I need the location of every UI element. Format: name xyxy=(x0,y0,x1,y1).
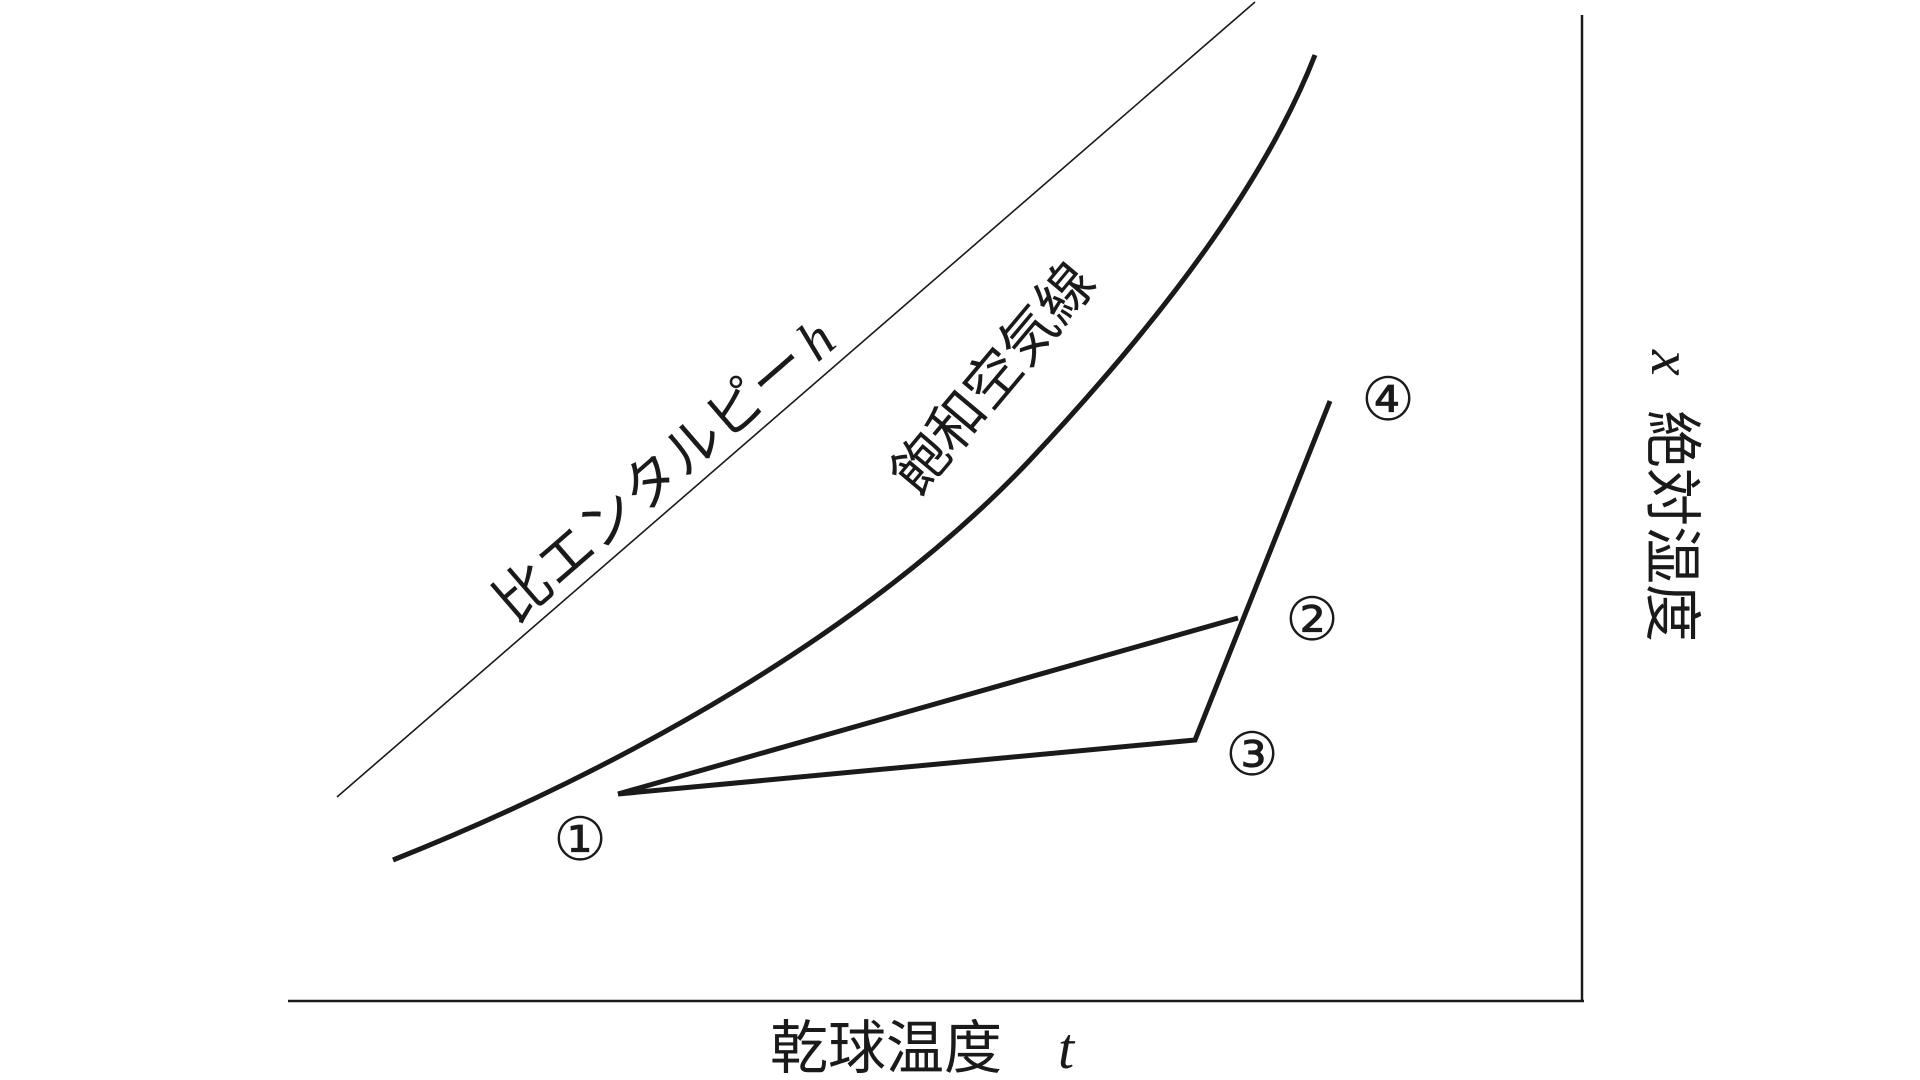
x-axis-label: 乾球温度 xyxy=(770,1014,1002,1080)
y-axis-label-group: x 絶対湿度 xyxy=(1638,349,1706,642)
y-axis-label: 絶対湿度 xyxy=(1638,410,1706,642)
enthalpy-label: 比エンタルピー xyxy=(482,330,821,636)
point-label-2: ② xyxy=(1285,585,1339,655)
saturation-curve xyxy=(392,54,1318,863)
x-axis-label-group: 乾球温度 t xyxy=(770,1014,1076,1080)
saturation-label: 飽和空気線 xyxy=(879,251,1109,507)
point-label-3: ③ xyxy=(1225,720,1279,790)
enthalpy-label-group: 比エンタルピー h xyxy=(482,308,847,636)
enthalpy-line xyxy=(336,1,1256,798)
y-axis-symbol: x xyxy=(1639,349,1704,376)
process-path-1-2 xyxy=(617,615,1239,797)
process-path-1-3-4 xyxy=(617,400,1333,797)
x-axis-symbol: t xyxy=(1058,1016,1076,1080)
saturation-label-group: 飽和空気線 xyxy=(879,251,1109,507)
point-label-4: ④ xyxy=(1361,365,1415,435)
point-label-1: ① xyxy=(553,805,607,875)
